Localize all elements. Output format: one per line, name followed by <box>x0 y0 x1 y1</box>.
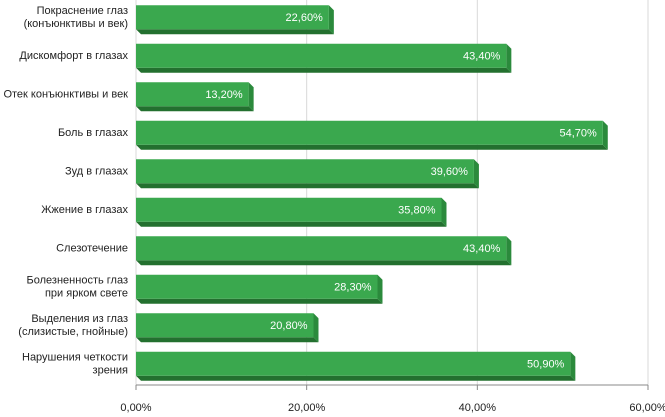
y-tick-label: Боль в глазах <box>58 127 129 139</box>
value-label: 35,80% <box>398 205 436 217</box>
x-tick-label: 40,00% <box>459 402 497 414</box>
bar-depth <box>441 197 447 227</box>
y-tick-label-line: Боль в глазах <box>58 127 129 139</box>
bar-depth <box>136 221 447 227</box>
x-tick-label: 20,00% <box>288 402 326 414</box>
y-tick-label: Зуд в глазах <box>65 165 128 177</box>
value-label: 43,40% <box>463 243 501 255</box>
y-tick-label-line: (слизистые, гнойные) <box>18 326 128 338</box>
bar <box>136 236 507 261</box>
bar <box>136 313 314 338</box>
bar <box>136 120 603 145</box>
y-tick-label: Покраснение глаз (конъюнктивы и век) <box>24 5 128 30</box>
y-tick-label-line: Покраснение глаз <box>37 5 128 17</box>
value-label: 50,90% <box>527 359 565 371</box>
bar-depth <box>136 298 383 304</box>
y-tick-label: Жжение в глазах <box>41 204 128 216</box>
bar-depth <box>506 236 512 266</box>
bar <box>136 159 474 184</box>
y-tick-label: Выделения из глаз (слизистые, гнойные) <box>18 313 128 338</box>
y-tick-label: Нарушения четкости зрения <box>22 351 128 376</box>
y-tick-label-line: Отек конъюнктивы и век <box>3 88 128 100</box>
value-label: 43,40% <box>463 51 501 63</box>
bar-depth <box>136 106 254 112</box>
bar <box>136 82 249 107</box>
y-tick-label: Отек конъюнктивы и век <box>3 88 128 100</box>
bar-depth <box>377 274 383 304</box>
y-tick-label-line: Нарушения четкости <box>22 351 128 363</box>
value-label: 13,20% <box>205 89 243 101</box>
bar-depth <box>136 67 512 73</box>
bar <box>136 197 442 222</box>
bar-depth <box>328 5 334 35</box>
x-tick-label: 0,00% <box>120 402 151 414</box>
y-tick-label: Слезотечение <box>56 242 128 254</box>
value-label: 39,60% <box>431 166 469 178</box>
y-tick-label: Дискомфорт в глазах <box>19 50 128 62</box>
bar-depth <box>136 337 319 343</box>
bar-depth <box>506 43 512 73</box>
bar-depth <box>570 351 576 381</box>
value-label: 22,60% <box>286 12 324 24</box>
bar-depth <box>136 375 576 381</box>
value-label: 20,80% <box>270 320 308 332</box>
value-label: 28,30% <box>334 282 372 294</box>
bar-depth <box>136 144 608 150</box>
y-tick-label-line: Болезненность глаз <box>27 274 128 286</box>
bar <box>136 351 571 376</box>
bar <box>136 43 507 68</box>
bar-depth <box>136 29 334 35</box>
bar-depth <box>313 313 319 343</box>
bar-depth <box>136 183 479 189</box>
bar <box>136 274 378 299</box>
x-tick-label: 60,00% <box>629 402 665 414</box>
y-tick-label-line: Дискомфорт в глазах <box>19 50 128 62</box>
y-tick-label-line: (конъюнктивы и век) <box>24 18 128 30</box>
bar-depth <box>248 82 254 112</box>
y-tick-label: Болезненность глаз при ярком свете <box>27 274 128 299</box>
y-tick-label-line: Жжение в глазах <box>41 204 128 216</box>
y-tick-label-line: Выделения из глаз <box>31 313 128 325</box>
value-label: 54,70% <box>559 128 597 140</box>
y-tick-label-line: Зуд в глазах <box>65 165 128 177</box>
bar <box>136 5 329 30</box>
bar-depth <box>602 120 608 150</box>
bar-depth <box>136 260 512 266</box>
bar-depth <box>473 159 479 189</box>
y-tick-label-line: при ярком свете <box>45 287 128 299</box>
y-tick-label-line: Слезотечение <box>56 242 128 254</box>
y-tick-label-line: зрения <box>93 364 128 376</box>
